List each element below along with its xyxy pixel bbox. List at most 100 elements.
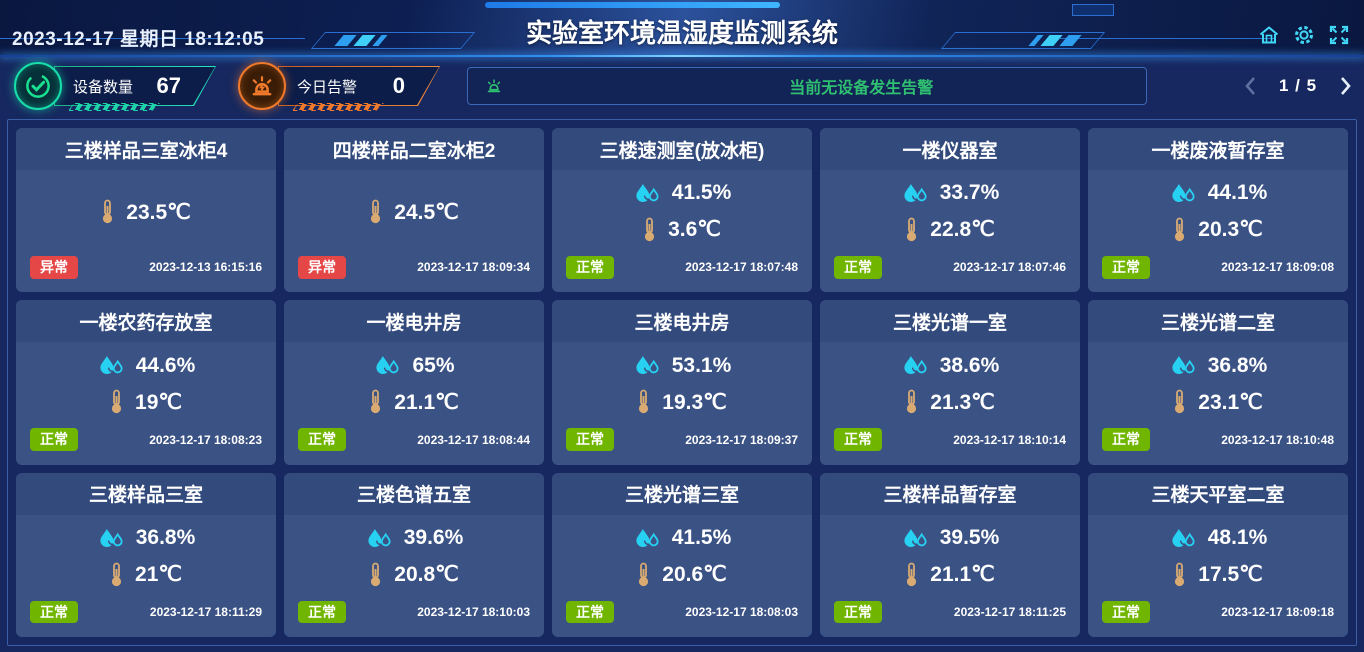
temperature-value: 20.6℃ [662, 563, 727, 587]
device-card[interactable]: 三楼速测室(放冰柜) 41.5% 3.6℃ 正常 20 [552, 128, 812, 293]
humidity-drops-icon [1172, 356, 1195, 375]
room-name: 三楼光谱三室 [552, 472, 812, 515]
header-decoration-right [940, 32, 1106, 49]
temperature-reading: 23.5℃ [101, 199, 191, 225]
room-name: 三楼色谱五室 [284, 472, 544, 515]
device-count-value: 67 [156, 73, 181, 98]
humidity-reading: 39.6% [365, 526, 463, 550]
datetime-display: 2023-12-17 星期日 18:12:05 [12, 29, 265, 50]
room-name: 四楼样品二室冰柜2 [284, 128, 544, 170]
last-update-time: 2023-12-17 18:09:08 [1221, 260, 1334, 275]
status-badge: 正常 [298, 428, 346, 452]
humidity-value: 41.5% [671, 181, 732, 205]
temperature-value: 17.5℃ [1198, 563, 1263, 587]
settings-gear-icon[interactable] [1293, 24, 1315, 46]
device-card[interactable]: 一楼电井房 65% 21.1℃ 正常 2023-12- [284, 300, 544, 465]
room-name: 三楼速测室(放冰柜) [552, 128, 812, 170]
thermometer-icon [111, 562, 122, 586]
status-badge: 正常 [1102, 255, 1150, 279]
device-count-label: 设备数量 [73, 78, 134, 96]
device-card[interactable]: 三楼样品三室冰柜4 23.5℃ 异常 2023-12-13 16:15:16 [16, 128, 276, 293]
humidity-value: 44.1% [1207, 181, 1268, 205]
status-badge: 正常 [30, 428, 78, 452]
last-update-time: 2023-12-17 18:10:14 [953, 432, 1066, 447]
humidity-reading: 53.1% [633, 354, 731, 378]
status-badge: 正常 [834, 428, 882, 452]
chevron-right-icon[interactable] [1339, 76, 1353, 96]
humidity-reading: 44.1% [1169, 181, 1268, 205]
thermometer-icon [1175, 389, 1185, 414]
temperature-value: 20.8℃ [394, 563, 459, 587]
humidity-drops-icon [368, 528, 391, 547]
thermometer-icon [907, 217, 917, 241]
temperature-reading: 24.5℃ [369, 199, 459, 225]
last-update-time: 2023-12-17 18:07:46 [953, 260, 1066, 275]
room-name: 一楼农药存放室 [16, 300, 276, 343]
home-icon[interactable] [1258, 24, 1280, 46]
thermometer-icon [1175, 217, 1185, 241]
device-card[interactable]: 三楼电井房 53.1% 19.3℃ 正常 2023-1 [552, 300, 812, 465]
humidity-drops-icon [376, 356, 400, 375]
status-badge: 正常 [834, 255, 882, 279]
thermometer-icon [1175, 562, 1185, 586]
room-name: 三楼光谱二室 [1088, 300, 1348, 343]
room-name: 三楼光谱一室 [820, 300, 1080, 343]
last-update-time: 2023-12-17 18:10:48 [1221, 432, 1334, 447]
device-card[interactable]: 四楼样品二室冰柜2 24.5℃ 异常 2023-12-17 18:09:34 [284, 128, 544, 293]
humidity-drops-icon [100, 356, 123, 375]
humidity-reading: 33.7% [901, 181, 999, 205]
status-badge: 正常 [834, 600, 882, 624]
chevron-left-icon[interactable] [1243, 76, 1257, 96]
alert-ticker-bar: 当前无设备发生告警 [467, 67, 1147, 105]
humidity-drops-icon [636, 183, 659, 202]
humidity-value: 41.5% [671, 526, 732, 550]
room-name: 三楼样品暂存室 [820, 472, 1080, 515]
room-name: 三楼样品三室 [16, 472, 276, 515]
thermometer-icon [907, 562, 917, 586]
device-card[interactable]: 三楼色谱五室 39.6% 20.8℃ 正常 2023- [284, 472, 544, 637]
card-grid: 三楼样品三室冰柜4 23.5℃ 异常 2023-12-13 16:15:16 四… [7, 119, 1357, 646]
humidity-reading: 48.1% [1169, 526, 1267, 550]
humidity-reading: 36.8% [97, 526, 195, 550]
device-card[interactable]: 一楼仪器室 33.7% 22.8℃ 正常 2023-1 [820, 128, 1080, 293]
last-update-time: 2023-12-17 18:09:37 [685, 432, 798, 447]
thermometer-icon [645, 217, 655, 241]
room-name: 一楼电井房 [284, 300, 544, 343]
temperature-reading: 21℃ [110, 562, 182, 588]
device-card[interactable]: 三楼光谱一室 38.6% 21.3℃ 正常 2023- [820, 300, 1080, 465]
last-update-time: 2023-12-17 18:11:25 [953, 604, 1066, 619]
temperature-value: 21.3℃ [930, 390, 995, 414]
device-check-icon [14, 62, 62, 110]
header-bar: 2023-12-17 星期日 18:12:05 实验室环境温湿度监测系统 [0, 0, 1364, 57]
alert-message: 当前无设备发生告警 [789, 80, 934, 97]
humidity-drops-icon [1172, 183, 1195, 202]
device-card[interactable]: 三楼光谱二室 36.8% 23.1℃ 正常 2023- [1088, 300, 1348, 465]
humidity-value: 44.6% [135, 353, 196, 377]
temperature-value: 21℃ [135, 563, 182, 587]
device-card[interactable]: 三楼天平室二室 48.1% 17.5℃ 正常 2023 [1088, 472, 1348, 637]
alarm-siren-icon [238, 62, 286, 110]
device-card[interactable]: 三楼样品暂存室 39.5% 21.1℃ 正常 2023 [820, 472, 1080, 637]
device-count-stat: 设备数量 67 [14, 62, 216, 110]
stat-stripes-decoration [68, 103, 160, 111]
device-card[interactable]: 一楼农药存放室 44.6% 19℃ 正常 2023-1 [16, 300, 276, 465]
temperature-reading: 3.6℃ [643, 217, 721, 243]
device-card[interactable]: 三楼样品三室 36.8% 21℃ 正常 2023-12 [16, 472, 276, 637]
temperature-reading: 20.3℃ [1173, 217, 1263, 243]
temperature-reading: 22.8℃ [905, 217, 995, 243]
thermometer-icon [371, 562, 381, 586]
device-card[interactable]: 三楼光谱三室 41.5% 20.6℃ 正常 2023- [552, 472, 812, 637]
temperature-reading: 19℃ [110, 389, 182, 415]
page-indicator: 1 / 5 [1278, 76, 1318, 95]
today-alarm-value: 0 [392, 73, 405, 98]
fullscreen-icon[interactable] [1328, 24, 1350, 46]
humidity-value: 65% [412, 353, 455, 377]
humidity-reading: 36.8% [1169, 354, 1267, 378]
thermometer-icon [103, 199, 113, 224]
status-badge: 正常 [1102, 428, 1150, 452]
temperature-reading: 21.3℃ [905, 389, 995, 415]
today-alarm-stat: 今日告警 0 [238, 62, 440, 110]
thermometer-icon [639, 389, 649, 414]
device-card[interactable]: 一楼废液暂存室 44.1% 20.3℃ 正常 2023 [1088, 128, 1348, 293]
header-deco-line-right [1060, 38, 1275, 39]
